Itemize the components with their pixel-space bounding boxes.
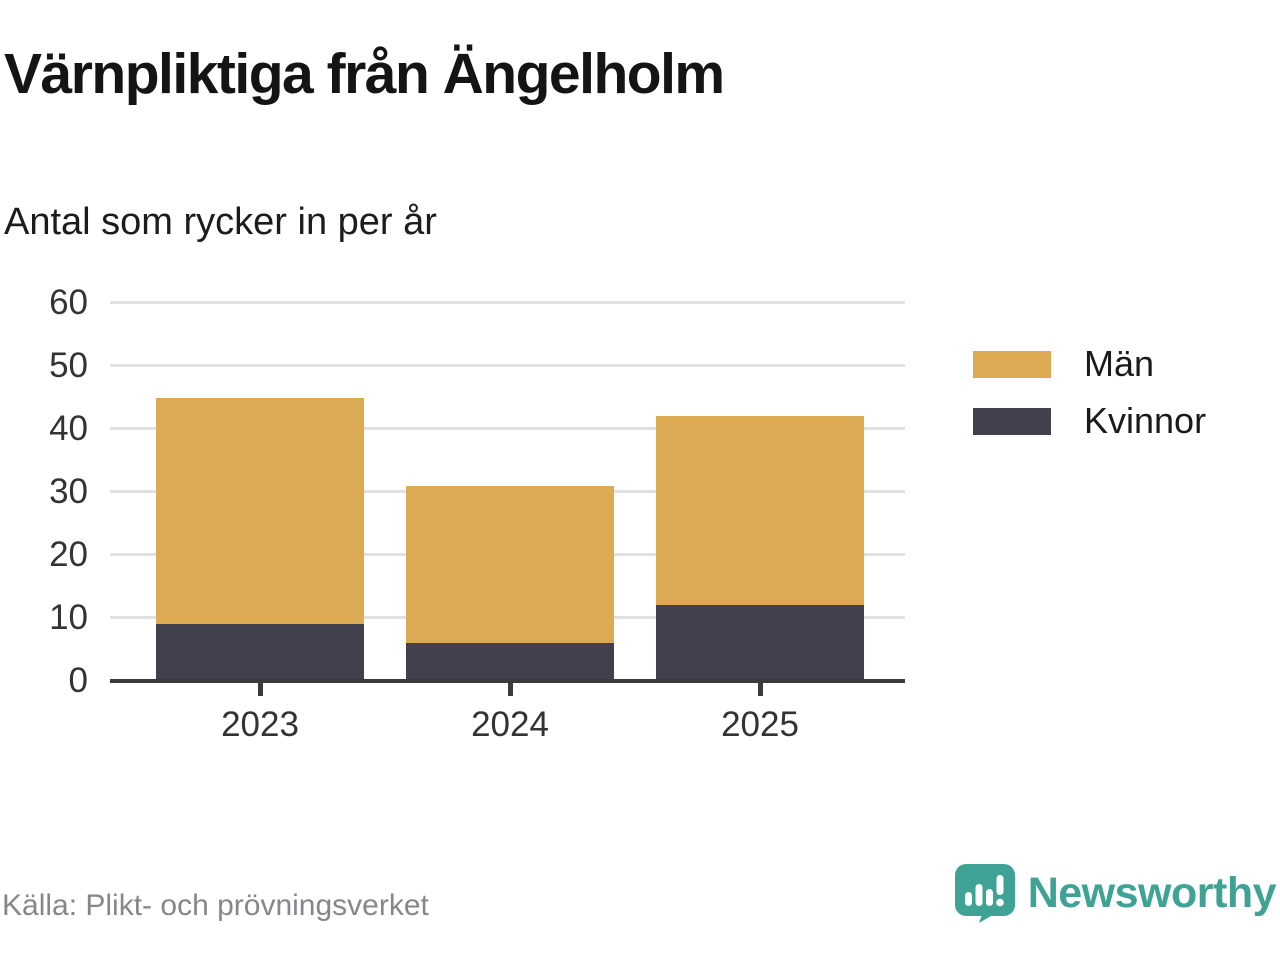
x-tick-label-2025: 2025 <box>721 705 799 744</box>
x-tick-2025 <box>758 683 763 696</box>
x-tick-2024 <box>508 683 513 696</box>
legend-label-Kvinnor: Kvinnor <box>1084 400 1207 441</box>
x-axis-labels: 2023 2024 2025 <box>0 705 1280 749</box>
y-axis-labels: 0 10 20 30 40 50 60 <box>0 284 88 700</box>
bar-2025-Män <box>656 416 864 606</box>
gridline-50 <box>110 364 905 367</box>
gridline-40 <box>110 427 905 430</box>
y-tick-label-0: 0 <box>68 661 88 700</box>
y-tick-label-10: 10 <box>49 598 88 637</box>
plot-area <box>110 301 905 696</box>
y-tick-label-60: 60 <box>49 283 88 322</box>
bar-2024-Kvinnor <box>406 643 614 681</box>
bar-2025-Kvinnor <box>656 605 864 681</box>
legend: Män Kvinnor <box>973 343 1207 441</box>
chart-title: Värnpliktiga från Ängelholm <box>4 42 725 106</box>
newsworthy-logo[interactable]: Newsworthy <box>954 862 1277 924</box>
chart-subtitle: Antal som rycker in per år <box>4 201 437 243</box>
newsworthy-wordmark: Newsworthy <box>1027 868 1277 917</box>
legend-row-Kvinnor: Kvinnor <box>973 400 1207 441</box>
x-axis-line <box>110 679 905 683</box>
bar-2023-Män <box>156 397 364 625</box>
x-tick-label-2024: 2024 <box>471 705 549 744</box>
legend-swatch-Kvinnor <box>973 407 1051 435</box>
y-tick-label-50: 50 <box>49 346 88 385</box>
bar-2024-Män <box>406 485 614 644</box>
legend-label-Män: Män <box>1084 343 1155 384</box>
source-text: Källa: Plikt- och prövningsverket <box>2 889 429 922</box>
y-tick-label-40: 40 <box>49 409 88 448</box>
x-tick-label-2023: 2023 <box>221 705 299 744</box>
y-tick-label-20: 20 <box>49 535 88 574</box>
legend-swatch-Män <box>973 350 1051 378</box>
gridline-60 <box>110 301 905 304</box>
legend-row-Män: Män <box>973 343 1206 384</box>
y-tick-label-30: 30 <box>49 472 88 511</box>
bar-2023-Kvinnor <box>156 624 364 681</box>
x-tick-2023 <box>258 683 263 696</box>
newsworthy-icon <box>954 864 1015 923</box>
